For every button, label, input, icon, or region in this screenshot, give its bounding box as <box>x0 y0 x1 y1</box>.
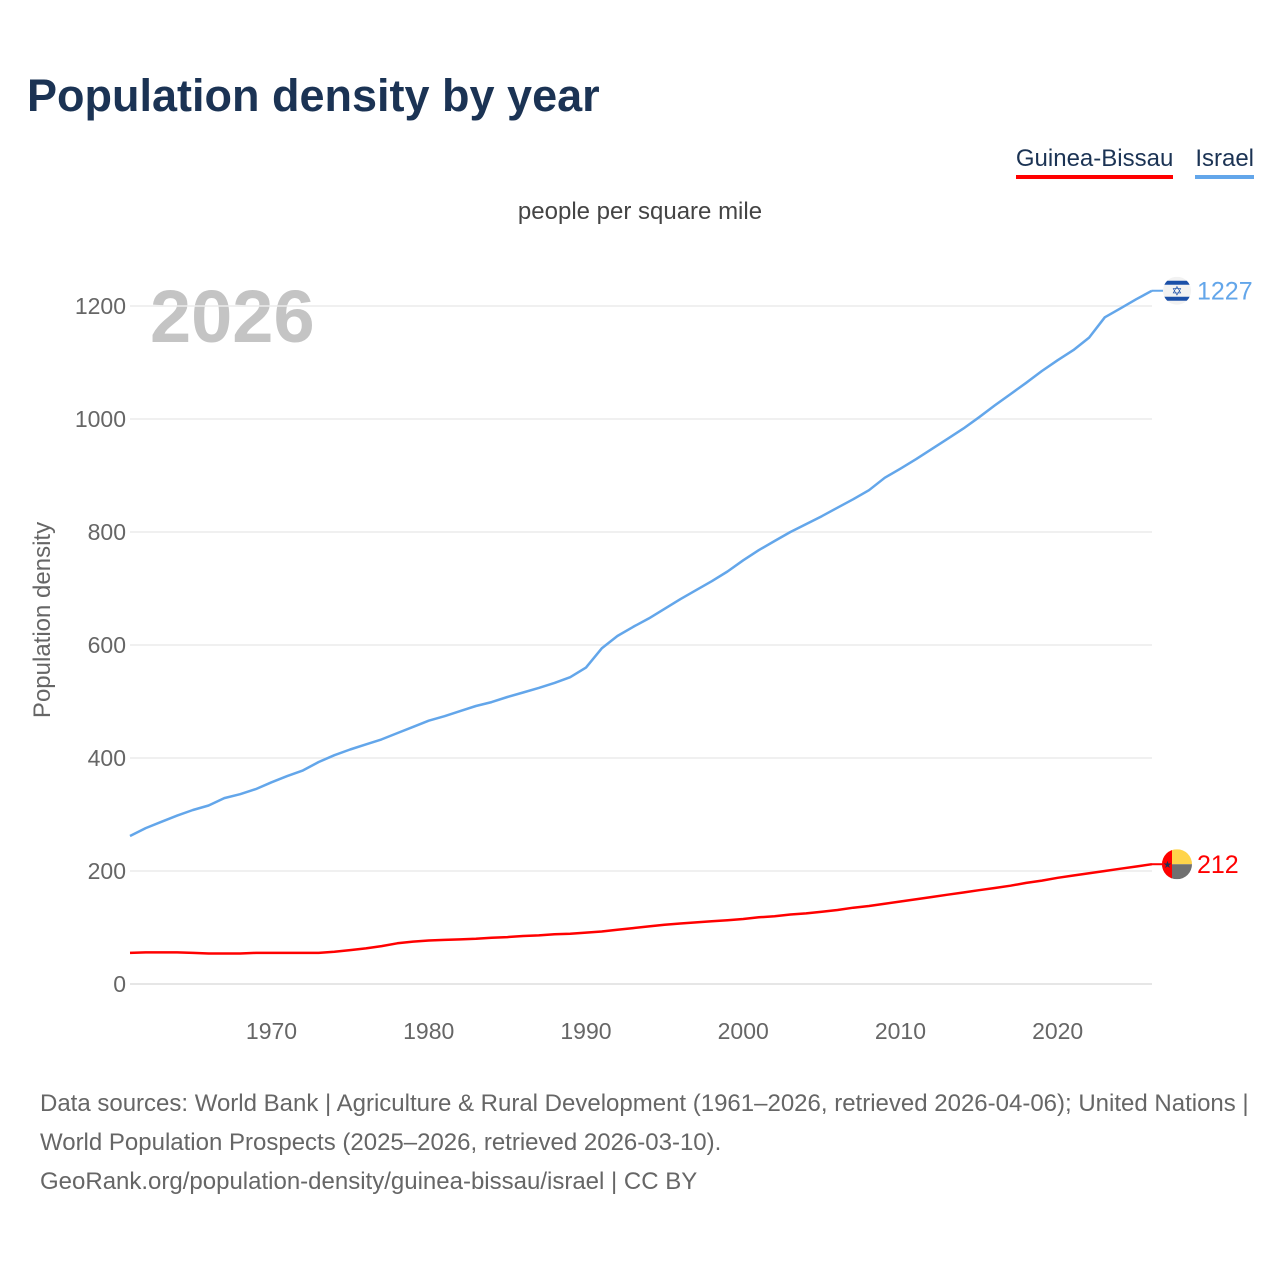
y-tick-label: 1000 <box>75 406 126 432</box>
series-line-guinea-bissau <box>129 862 1153 955</box>
israel-flag-icon: ✡ <box>1163 276 1191 305</box>
end-value-label: 1227 <box>1197 278 1253 306</box>
series-line-israel <box>129 289 1153 838</box>
y-tick-label: 0 <box>113 971 126 997</box>
footer: Data sources: World Bank | Agriculture &… <box>40 1084 1250 1201</box>
flag-stripe <box>1163 296 1191 301</box>
y-tick-label: 1200 <box>75 293 126 319</box>
x-tick-label: 1970 <box>246 1018 297 1044</box>
star-of-david-icon: ✡ <box>1172 284 1183 299</box>
flag-body: ★ <box>1162 849 1192 880</box>
y-tick-label: 800 <box>88 519 126 545</box>
flag-body: ✡ <box>1163 276 1191 305</box>
end-value-label: 212 <box>1197 851 1239 879</box>
page-title: Population density by year <box>27 70 600 121</box>
flag-red <box>1162 849 1172 880</box>
y-tick-label: 200 <box>88 858 126 884</box>
data-sources: Data sources: World Bank | Agriculture &… <box>40 1090 1249 1156</box>
source-link[interactable]: GeoRank.org/population-density/guinea-bi… <box>40 1168 698 1195</box>
flag-stripe <box>1163 280 1191 285</box>
x-tick-label: 2010 <box>875 1018 926 1044</box>
chart-subtitle: people per square mile <box>517 198 763 225</box>
legend-item-israel[interactable]: Israel <box>1195 145 1254 179</box>
legend-item-guinea-bissau[interactable]: Guinea-Bissau <box>1015 145 1174 179</box>
star-icon: ★ <box>1163 860 1172 871</box>
y-tick-label: 600 <box>88 632 126 658</box>
y-tick-label: 400 <box>88 745 126 771</box>
guinea-bissau-flag-icon: ★ <box>1162 849 1192 880</box>
y-axis-label: Population density <box>29 522 56 718</box>
x-tick-label: 2000 <box>718 1018 769 1044</box>
x-tick-label: 2020 <box>1032 1018 1083 1044</box>
year-watermark: 2026 <box>150 275 315 358</box>
legend: Guinea-Bissau Israel <box>1015 145 1254 179</box>
x-tick-label: 1980 <box>403 1018 454 1044</box>
x-tick-label: 1990 <box>560 1018 611 1044</box>
